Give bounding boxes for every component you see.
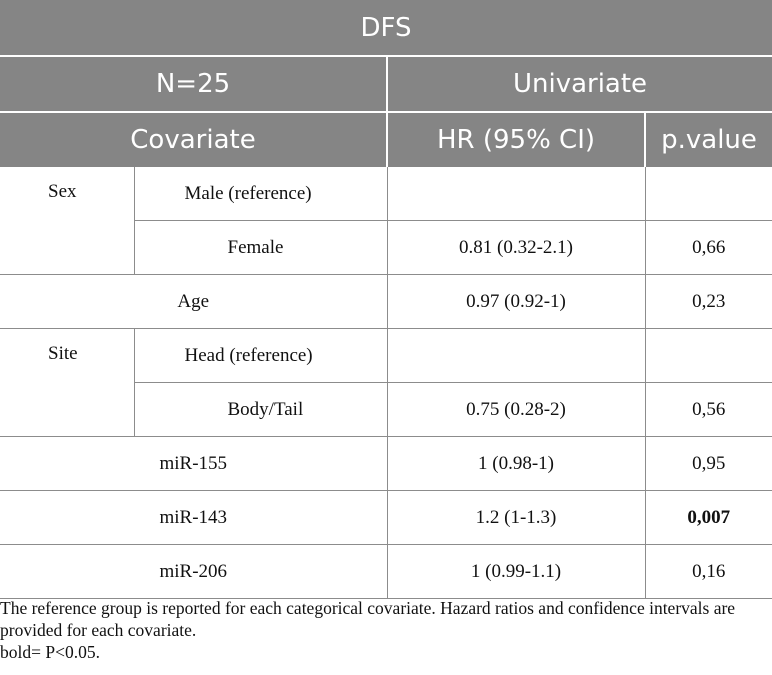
pvalue-body-tail: 0,56 bbox=[645, 382, 772, 437]
table-row-age: Age 0.97 (0.92-1) 0,23 bbox=[0, 274, 772, 329]
table-title: DFS bbox=[0, 0, 772, 56]
header-row-columns: Covariate HR (95% CI) p.value bbox=[0, 111, 772, 167]
header-row-n: N=25 Univariate bbox=[0, 55, 772, 112]
pvalue-female: 0,66 bbox=[645, 220, 772, 275]
hr-header: HR (95% CI) bbox=[387, 111, 646, 167]
table-row-head: Site Head (reference) bbox=[0, 328, 772, 437]
table-row-mir155: miR-155 1 (0.98-1) 0,95 bbox=[0, 436, 772, 491]
footnote-line-1: The reference group is reported for each… bbox=[0, 598, 736, 640]
dfs-table: DFS N=25 Univariate Covariate HR (95% CI… bbox=[0, 0, 772, 599]
hr-age: 0.97 (0.92-1) bbox=[387, 274, 646, 329]
table-footnote: The reference group is reported for each… bbox=[0, 597, 772, 663]
hr-head bbox=[387, 328, 646, 383]
covariate-age: Age bbox=[0, 274, 388, 329]
pvalue-male bbox=[645, 167, 772, 221]
covariate-header: Covariate bbox=[0, 111, 388, 167]
hr-male bbox=[387, 167, 646, 221]
covariate-mir206: miR-206 bbox=[0, 544, 388, 599]
level-head: Head (reference) bbox=[134, 328, 388, 383]
table-row-mir206: miR-206 1 (0.99-1.1) 0,16 bbox=[0, 544, 772, 599]
hr-female: 0.81 (0.32-2.1) bbox=[387, 220, 646, 275]
hr-mir206: 1 (0.99-1.1) bbox=[387, 544, 646, 599]
pvalue-mir206: 0,16 bbox=[645, 544, 772, 599]
univariate-header: Univariate bbox=[387, 55, 772, 112]
covariate-mir143: miR-143 bbox=[0, 490, 388, 545]
n-header: N=25 bbox=[0, 55, 388, 112]
table-row-female: Female 0.81 (0.32-2.1) 0,66 bbox=[0, 220, 772, 275]
hr-mir155: 1 (0.98-1) bbox=[387, 436, 646, 491]
level-male: Male (reference) bbox=[134, 167, 388, 221]
level-body-tail: Body/Tail bbox=[134, 382, 388, 437]
covariate-mir155: miR-155 bbox=[0, 436, 388, 491]
pvalue-header: p.value bbox=[645, 111, 772, 167]
covariate-site: Site bbox=[0, 328, 135, 437]
header-row-title: DFS bbox=[0, 0, 772, 56]
level-female: Female bbox=[134, 220, 388, 275]
pvalue-mir155: 0,95 bbox=[645, 436, 772, 491]
hr-body-tail: 0.75 (0.28-2) bbox=[387, 382, 646, 437]
table-row-body-tail: Body/Tail 0.75 (0.28-2) 0,56 bbox=[0, 382, 772, 437]
pvalue-head bbox=[645, 328, 772, 383]
hr-mir143: 1.2 (1-1.3) bbox=[387, 490, 646, 545]
footnote-line-2: bold= P<0.05. bbox=[0, 642, 100, 662]
table-row-mir143: miR-143 1.2 (1-1.3) 0,007 bbox=[0, 490, 772, 545]
pvalue-mir143: 0,007 bbox=[645, 490, 772, 545]
table-row-male: Sex Male (reference) bbox=[0, 167, 772, 275]
covariate-sex: Sex bbox=[0, 167, 135, 275]
pvalue-age: 0,23 bbox=[645, 274, 772, 329]
